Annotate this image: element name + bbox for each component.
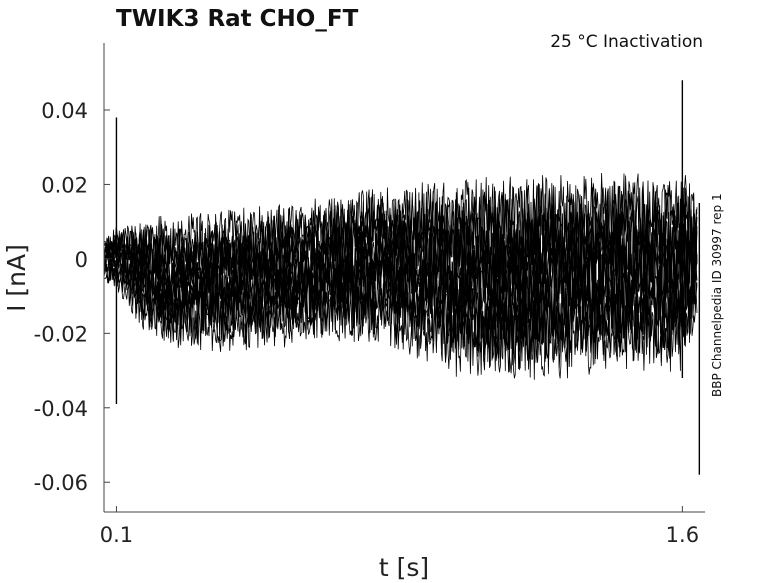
x-axis-label: t [s]: [379, 553, 429, 582]
current-trace: [104, 262, 698, 372]
y-tick-label: -0.02: [34, 322, 88, 346]
y-tick-label: 0.02: [41, 173, 88, 197]
x-tick-label: 1.6: [666, 523, 699, 547]
y-tick-label: 0: [75, 248, 88, 272]
current-trace: [104, 172, 698, 267]
y-axis-label: I [nA]: [2, 244, 31, 312]
x-ticks: 0.1 1.6: [100, 506, 699, 547]
current-traces: [104, 80, 701, 475]
x-tick-label: 0.1: [100, 523, 133, 547]
y-tick-label: -0.06: [34, 471, 88, 495]
y-tick-label: 0.04: [41, 99, 88, 123]
condition-annotation: 25 °C Inactivation: [550, 32, 703, 52]
y-ticks: 0.04 0.02 0 -0.02 -0.04 -0.06: [34, 99, 110, 495]
current-trace: [104, 198, 698, 285]
side-label: BBP Channelpedia ID 30997 rep 1: [710, 193, 724, 397]
chart-title: TWIK3 Rat CHO_FT: [116, 6, 359, 32]
y-tick-label: -0.04: [34, 397, 88, 421]
